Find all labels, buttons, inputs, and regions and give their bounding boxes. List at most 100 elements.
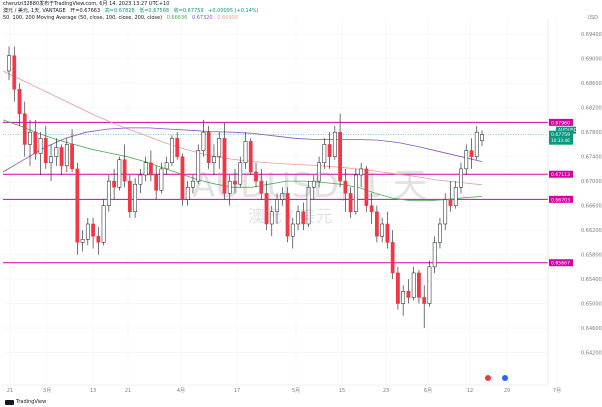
y-tick-label: 0.69400 [581, 32, 602, 38]
candle-body [7, 55, 11, 72]
candle-body [343, 180, 348, 194]
candle-body [159, 168, 164, 191]
time-axis: 21 3月 13 21 4月 17 5月 15 23 6月 12 20 7月 [3, 375, 561, 394]
x-tick-label: 3月 [43, 388, 51, 394]
ma-legend[interactable]: 50, 100, 200 Moving Average (50, close, … [3, 15, 241, 22]
level-tag [549, 118, 573, 126]
candles [7, 46, 484, 329]
ma200-value: 0.66909 [217, 15, 238, 21]
symbol-title[interactable]: 澳元 / 美元, 1天, VANTAGE [3, 8, 66, 14]
symbol-tag [556, 126, 576, 134]
x-tick-label: 21 [125, 388, 131, 394]
x-tick-label: 23 [383, 388, 389, 394]
candle-body [264, 193, 269, 225]
candle-body [22, 113, 27, 145]
candle-body [390, 242, 395, 274]
candle-body [59, 147, 64, 167]
ohlc-legend: 澳元 / 美元, 1天, VANTAGE 开=0.67663 高=0.67828… [3, 8, 262, 15]
candle-body [438, 223, 442, 243]
x-tick-label: 6月 [424, 388, 432, 394]
candle-body [106, 180, 111, 206]
y-tick-label: 0.65400 [581, 277, 602, 283]
level-tag [549, 195, 573, 203]
candle-body [359, 168, 364, 176]
price-axis: 0.69400 0.69000 0.68600 0.68200 0.67800 0.674… [547, 18, 602, 385]
candle-body [28, 131, 32, 145]
candle-body [332, 131, 337, 157]
y-tick-label: 0.67800 [581, 130, 602, 136]
candle-body [180, 156, 185, 200]
candle-body [401, 291, 406, 304]
y-tick-label: 0.67400 [581, 155, 602, 161]
event-flag-icon [485, 375, 491, 381]
ma200-line [2, 70, 483, 186]
moving-averages [2, 70, 483, 202]
change-value: +0.00095 (+0.14%) [208, 8, 259, 14]
candle-body [38, 138, 43, 154]
ma50-line [2, 119, 483, 202]
candle-body [138, 174, 143, 185]
candle-body [396, 272, 400, 304]
candle-body [364, 168, 369, 206]
x-tick-label: 5月 [292, 388, 300, 394]
candle-body [191, 180, 195, 188]
ma100-value: 0.67320 [191, 15, 213, 21]
x-tick-label: 12 [467, 388, 473, 394]
candle-body [201, 131, 206, 151]
candle-body [43, 138, 48, 164]
candle-body [49, 156, 53, 164]
candle-body [127, 180, 132, 212]
footer-brand[interactable]: TradingView [5, 399, 46, 405]
level-tag-label: 0.67960 [551, 120, 570, 126]
candle-body [417, 272, 421, 298]
candle-body [411, 272, 416, 298]
candle-body [175, 138, 180, 157]
candle-body [459, 168, 463, 188]
candle-body [122, 159, 127, 182]
y-tick-label: 0.65000 [581, 302, 602, 308]
candle-body [317, 162, 321, 182]
grid [3, 18, 558, 385]
candle-body [327, 144, 332, 157]
candle-body [101, 205, 106, 243]
candle-body [164, 162, 169, 170]
currency-label: USD [587, 15, 598, 21]
y-tick-label: 0.66200 [581, 228, 602, 234]
candle-body [143, 162, 148, 176]
level-tag [549, 259, 573, 267]
candle-body [85, 223, 90, 240]
x-tick-label: 7月 [553, 388, 561, 394]
candle-body [322, 144, 327, 164]
candle-body [448, 199, 453, 206]
y-tick-label: 0.69000 [581, 57, 602, 63]
x-tick-label: 4月 [177, 388, 185, 394]
candle-body [280, 193, 285, 200]
high-value: 高=0.67828 [104, 8, 135, 14]
candle-body [64, 144, 69, 167]
candle-body [353, 174, 358, 212]
x-tick-label: 15 [339, 388, 345, 394]
countdown-label: 10:33:46 [551, 138, 570, 143]
level-tag-label: 0.67113 [551, 172, 570, 178]
price-tags: 0.679600.671130.667030.65667AUDUSD0.6775… [549, 118, 578, 267]
y-tick-label: 0.65800 [581, 253, 602, 259]
attribution: chenzizi32880发布于TradingView.com, 6月 14, … [3, 1, 170, 7]
ma50-value: 0.66636 [166, 15, 188, 21]
y-tick-label: 0.64200 [581, 351, 602, 357]
candle-body [238, 162, 243, 185]
ma100-line [2, 127, 483, 173]
candle-body [427, 266, 432, 304]
candle-body [149, 162, 153, 176]
candle-body [212, 156, 216, 164]
candle-body [170, 138, 174, 164]
candle-body [406, 291, 411, 298]
candle-body [227, 180, 232, 194]
candle-body [338, 131, 342, 182]
candle-body [96, 235, 101, 243]
y-tick-label: 0.67000 [581, 179, 602, 185]
candle-body [443, 199, 448, 225]
candle-body [453, 187, 458, 206]
last-price-tag [549, 130, 573, 145]
candle-body [17, 89, 22, 115]
